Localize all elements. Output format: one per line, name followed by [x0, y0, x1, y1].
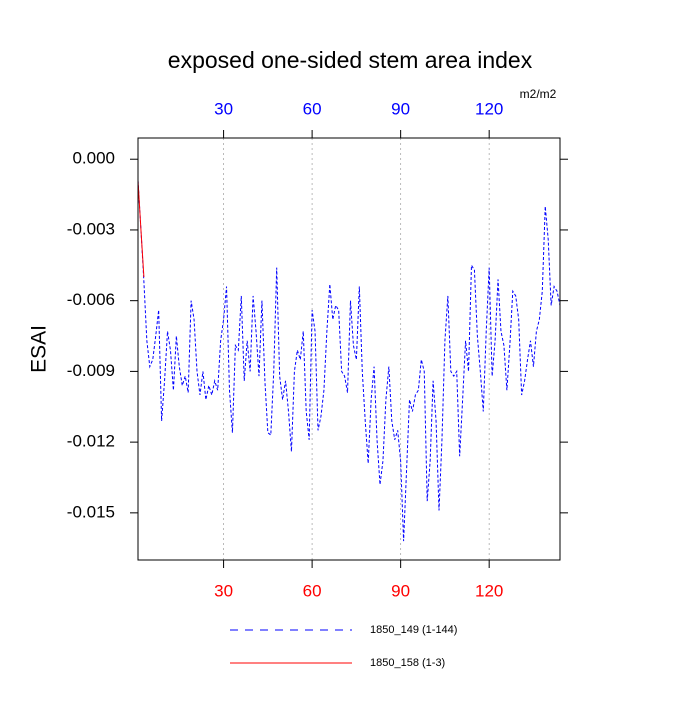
- plot-frame: [137, 137, 561, 561]
- legend-label: 1850_149 (1-144): [370, 624, 457, 636]
- x-tick-label: 90: [391, 581, 410, 600]
- y-tick-label: 0.000: [72, 149, 115, 168]
- units-label: m2/m2: [520, 87, 557, 101]
- y-tick-label: -0.012: [67, 432, 115, 451]
- y-tick-label: -0.003: [67, 219, 115, 238]
- x2-tick-label: 120: [475, 99, 503, 118]
- data-line: [137, 180, 561, 542]
- x-tick-label: 60: [303, 581, 322, 600]
- y-tick-label: -0.006: [67, 290, 115, 309]
- y-axis-label: ESAI: [28, 325, 51, 373]
- x2-tick-label: 90: [391, 99, 410, 118]
- x-tick-label: 30: [214, 581, 233, 600]
- chart-title: exposed one-sided stem area index: [168, 47, 533, 73]
- y-tick-label: -0.015: [67, 502, 115, 521]
- x-tick-label: 120: [475, 581, 503, 600]
- y-tick-label: -0.009: [67, 361, 115, 380]
- legend-label: 1850_158 (1-3): [370, 657, 445, 669]
- x2-tick-label: 60: [303, 99, 322, 118]
- x2-tick-label: 30: [214, 99, 233, 118]
- data-line: [137, 180, 145, 278]
